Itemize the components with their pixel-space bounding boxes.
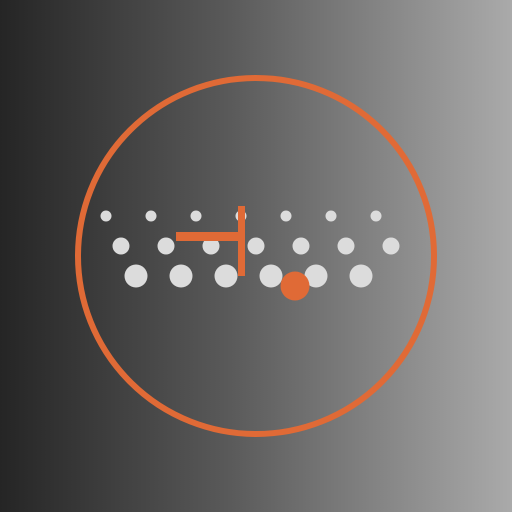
- dot: [190, 210, 202, 222]
- dot: [304, 264, 328, 288]
- dot: [292, 237, 310, 255]
- accent-horizontal-bar: [176, 232, 238, 241]
- dot: [100, 210, 112, 222]
- dot: [157, 237, 175, 255]
- dot: [112, 237, 130, 255]
- accent-marks: [176, 206, 310, 301]
- dot: [169, 264, 193, 288]
- dot-grid: [100, 210, 400, 288]
- outer-ring: [75, 75, 437, 437]
- dot: [382, 237, 400, 255]
- accent-dot: [280, 271, 310, 301]
- dot: [259, 264, 283, 288]
- dot: [370, 210, 382, 222]
- dot: [280, 210, 292, 222]
- accent-vertical-bar: [238, 206, 245, 276]
- dot: [349, 264, 373, 288]
- dot: [337, 237, 355, 255]
- dot: [325, 210, 337, 222]
- dot: [124, 264, 148, 288]
- dot: [214, 264, 238, 288]
- dot: [145, 210, 157, 222]
- dot: [202, 237, 220, 255]
- dot: [247, 237, 265, 255]
